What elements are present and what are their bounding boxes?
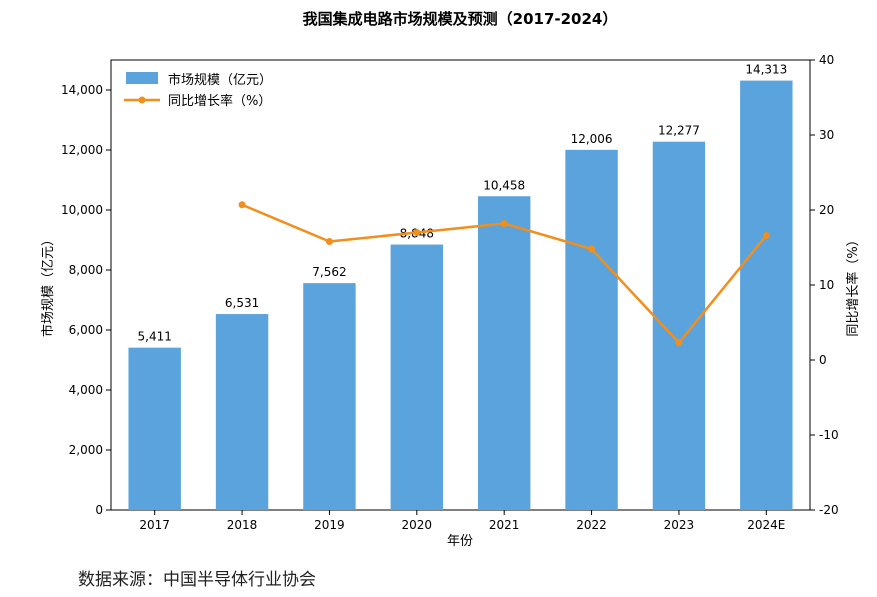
- bar-2020: [390, 244, 444, 510]
- chart-title: 我国集成电路市场规模及预测（2017-2024）: [303, 10, 618, 28]
- bar-data-label-2021: 10,458: [483, 178, 525, 192]
- x-axis-ticks: 2017 2018 2019 2020 2021 2022 2023 2024E: [139, 510, 785, 532]
- bar-data-label-2024E: 14,313: [745, 63, 787, 77]
- y2-tick-label: 0: [819, 353, 827, 367]
- x-tick-label-2018: 2018: [227, 518, 258, 532]
- growth-point-2019: [325, 238, 333, 245]
- growth-point-2024E: [762, 232, 770, 239]
- y2-tick-label: 30: [819, 128, 834, 142]
- legend-bar-swatch: [126, 72, 158, 84]
- y2-tick-label: 40: [819, 53, 834, 67]
- y-tick-label: 4,000: [69, 383, 103, 397]
- chart: 我国集成电路市场规模及预测（2017-2024） 5,411 6,531 7,562…: [40, 10, 861, 549]
- bar-2017: [128, 347, 181, 510]
- growth-point-2023: [675, 339, 683, 347]
- x-axis-label: 年份: [447, 534, 473, 549]
- y2-tick-label: 10: [819, 278, 834, 292]
- bar-2018: [215, 314, 269, 510]
- y2-tick-label: 20: [819, 203, 834, 217]
- x-tick-label-2024E: 2024E: [747, 518, 785, 532]
- x-tick-label-2017: 2017: [139, 518, 170, 532]
- y-axis-label: 市场规模（亿元）: [40, 233, 56, 337]
- bar-data-label-2018: 6,531: [225, 296, 259, 310]
- y2-tick-label: -20: [819, 503, 839, 517]
- x-tick-label-2020: 2020: [402, 518, 433, 532]
- bar-series: [128, 80, 793, 511]
- bar-data-label-2023: 12,277: [658, 124, 700, 138]
- bar-data-label-2022: 12,006: [571, 132, 613, 146]
- bar-2022: [565, 149, 618, 510]
- y2-axis-ticks: -20 -10 0 10 20 30 40: [810, 53, 839, 517]
- bar-data-label-2019: 7,562: [312, 265, 346, 279]
- y-tick-label: 12,000: [61, 143, 103, 157]
- growth-point-2020: [413, 229, 421, 236]
- y-tick-label: 14,000: [61, 83, 103, 97]
- x-tick-label-2021: 2021: [489, 518, 520, 532]
- source-note: 数据来源：中国半导体行业协会: [78, 570, 316, 590]
- bar-data-label-2017: 5,411: [138, 330, 172, 344]
- y-tick-label: 8,000: [69, 263, 103, 277]
- legend-line-label: 同比增长率（%）: [168, 93, 271, 109]
- growth-point-2018: [238, 201, 246, 209]
- bar-2019: [303, 283, 356, 510]
- y-tick-label: 6,000: [69, 323, 103, 337]
- legend: 市场规模（亿元） 同比增长率（%）: [124, 72, 272, 109]
- legend-bar-label: 市场规模（亿元）: [168, 72, 272, 88]
- y2-tick-label: -10: [819, 428, 839, 442]
- growth-line-series: [238, 201, 770, 347]
- y2-axis-label: 同比增长率（%）: [845, 233, 861, 336]
- y-tick-label: 2,000: [69, 443, 103, 457]
- growth-point-2021: [500, 220, 508, 227]
- y-tick-label: 0: [95, 503, 103, 517]
- x-tick-label-2019: 2019: [314, 518, 345, 532]
- bar-2021: [477, 196, 531, 510]
- x-tick-label-2023: 2023: [664, 518, 695, 532]
- legend-line-marker: [138, 96, 146, 104]
- bar-2024E: [740, 80, 793, 511]
- y-axis-ticks: 0 2,000 4,000 6,000 8,000 10,000 12,000 14,000: [61, 83, 111, 517]
- growth-point-2022: [588, 245, 596, 253]
- x-tick-label-2022: 2022: [576, 518, 607, 532]
- bar-2023: [652, 141, 706, 510]
- y-tick-label: 10,000: [61, 203, 103, 217]
